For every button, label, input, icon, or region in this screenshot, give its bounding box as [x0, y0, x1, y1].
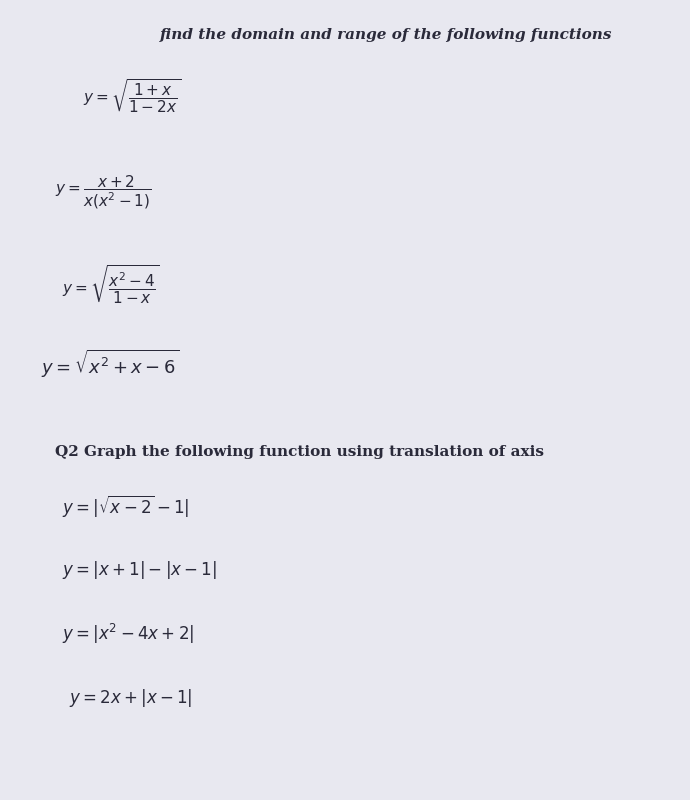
Text: $y=\sqrt{x^2+x-6}$: $y=\sqrt{x^2+x-6}$	[41, 348, 179, 380]
Text: $y=\sqrt{\dfrac{1+x}{1-2x}}$: $y=\sqrt{\dfrac{1+x}{1-2x}}$	[83, 78, 181, 114]
Text: $y=\sqrt{\dfrac{x^2-4}{1-x}}$: $y=\sqrt{\dfrac{x^2-4}{1-x}}$	[62, 263, 160, 305]
Text: Q2 Graph the following function using translation of axis: Q2 Graph the following function using tr…	[55, 445, 544, 459]
Text: $y=|x+1|-|x-1|$: $y=|x+1|-|x-1|$	[62, 558, 217, 581]
Text: $y=|x^2-4x+2|$: $y=|x^2-4x+2|$	[62, 622, 195, 646]
Text: $y=2x+|x-1|$: $y=2x+|x-1|$	[69, 686, 193, 709]
Text: $y=\dfrac{x+2}{x\left(x^2-1\right)}$: $y=\dfrac{x+2}{x\left(x^2-1\right)}$	[55, 174, 152, 210]
Text: find the domain and range of the following functions: find the domain and range of the followi…	[160, 28, 613, 42]
Text: $y=|\sqrt{x-2}-1|$: $y=|\sqrt{x-2}-1|$	[62, 493, 190, 518]
